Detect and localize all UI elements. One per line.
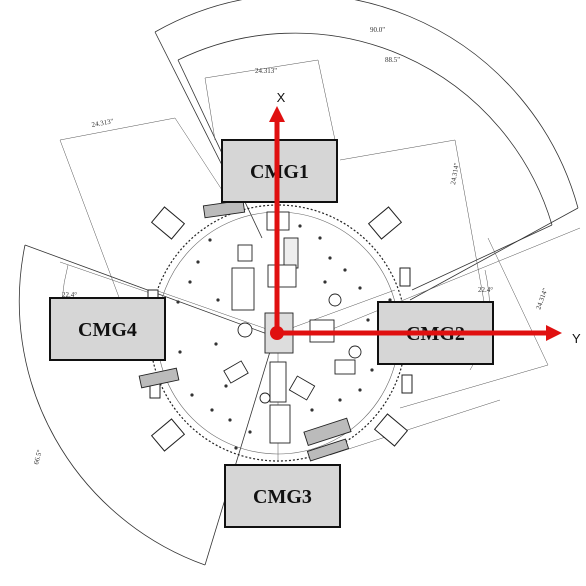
component	[223, 360, 249, 384]
outer-arc	[154, 0, 579, 209]
y-axis-arrowhead	[546, 325, 562, 341]
ext-line	[59, 139, 121, 301]
left-arc	[18, 244, 206, 566]
cmg4-box	[49, 297, 166, 361]
electronics-box	[231, 267, 255, 311]
ext-line	[154, 31, 233, 186]
mount-pad	[373, 413, 409, 447]
x-axis-label: X	[277, 90, 286, 105]
component	[269, 404, 291, 444]
ext-line	[59, 117, 176, 141]
dim-angle-right: 22.4°	[478, 286, 493, 294]
bracket	[138, 367, 180, 389]
component	[269, 361, 287, 403]
mount-pad	[401, 374, 413, 394]
ext-line	[329, 399, 501, 456]
cmg3-box	[224, 464, 341, 528]
ext-line	[204, 77, 216, 141]
inner-arc	[177, 32, 553, 226]
component	[237, 322, 253, 338]
dim-right-lower: 24.314"	[534, 287, 549, 311]
component	[259, 392, 271, 404]
cmg4-label: CMG4	[78, 319, 137, 341]
dim-angle-left: 22.4°	[62, 291, 77, 299]
origin-dot	[270, 326, 284, 340]
dim-top-center: 24.313"	[255, 67, 277, 75]
dim-top-left: 24.313"	[91, 117, 114, 129]
electronics-box	[237, 244, 253, 262]
component	[328, 293, 342, 307]
cmg3: CMG3	[224, 464, 341, 528]
component	[283, 237, 299, 269]
dim-outer-arc: 90.0"	[370, 26, 385, 34]
bracket	[306, 438, 350, 462]
mount-pad	[150, 418, 186, 452]
component	[267, 264, 297, 288]
ext-line	[339, 139, 456, 161]
ext-line	[59, 261, 151, 294]
component	[348, 345, 362, 359]
x-axis-arrowhead	[269, 106, 285, 122]
cmg3-label: CMG3	[253, 486, 312, 508]
ext-line	[409, 207, 579, 301]
mount-pad	[399, 267, 411, 287]
mount-pad	[150, 206, 186, 240]
component	[288, 375, 316, 401]
dim-left-arc: 66.5°	[32, 449, 44, 466]
component	[334, 359, 356, 375]
ext-line	[329, 227, 581, 331]
coordinate-axes: X Y	[269, 90, 581, 346]
ext-line	[399, 364, 549, 409]
ext-line	[487, 237, 549, 366]
bracket	[303, 417, 352, 447]
dim-inner-arc: 88.5"	[385, 56, 400, 64]
dim-right-vertical: 24.314"	[449, 162, 461, 185]
cmg4: CMG4	[49, 297, 166, 361]
ext-line	[411, 224, 553, 291]
mount-pad	[367, 206, 403, 240]
bracket	[202, 199, 246, 219]
ext-line	[204, 59, 319, 79]
ext-line	[174, 117, 223, 191]
y-axis-label: Y	[572, 331, 581, 346]
ext-line	[317, 59, 336, 141]
